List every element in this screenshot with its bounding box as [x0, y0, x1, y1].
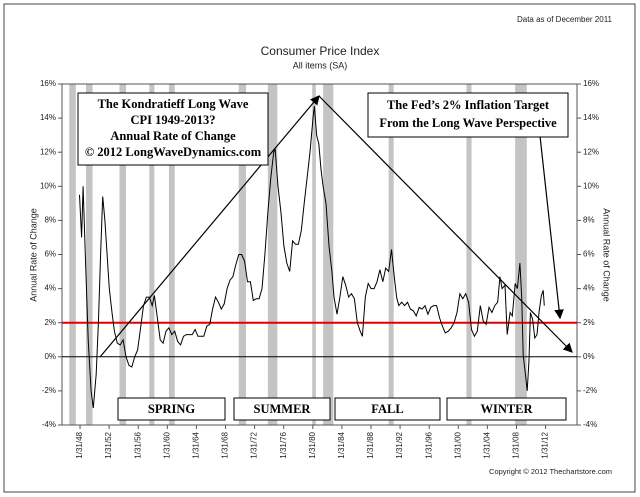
x-tick-label: 1/31/52	[104, 431, 113, 458]
annotation-text: From the Long Wave Perspective	[379, 116, 557, 130]
y-tick-label: -2%	[42, 386, 56, 395]
season-label: SUMMER	[254, 402, 312, 416]
y-tick-label: 6%	[44, 250, 56, 259]
y2-axis-label: Annual Rate of Change	[602, 208, 612, 302]
recession-band	[466, 84, 472, 425]
frame	[3, 3, 636, 493]
x-tick-label: 1/31/64	[192, 431, 201, 458]
y-tick-label: -4%	[42, 420, 56, 429]
y-tick-label: 0%	[44, 352, 56, 361]
y-tick-label: 8%	[44, 216, 56, 225]
y-tick-label: 4%	[44, 284, 56, 293]
x-tick-label: 1/31/56	[133, 431, 142, 458]
recession-band	[323, 84, 334, 425]
y2-tick-label: 10%	[583, 181, 599, 190]
chart-subtitle: All items (SA)	[293, 60, 348, 70]
trend-arrow	[99, 95, 320, 358]
annotation-box	[367, 92, 569, 138]
recession-band	[515, 84, 527, 425]
annotation-text: Annual Rate of Change	[110, 129, 236, 143]
annotation-text: The Kondratieff Long Wave	[98, 97, 249, 111]
recession-band	[312, 84, 316, 425]
recession-band	[69, 84, 76, 425]
x-tick-label: 1/31/08	[512, 431, 521, 458]
recession-band	[86, 84, 93, 425]
y2-tick-label: -2%	[583, 386, 597, 395]
annotation-box	[77, 92, 269, 166]
recession-band	[238, 84, 247, 425]
annotation-text: CPI 1949-2013?	[130, 113, 215, 127]
chart-title: Consumer Price Index	[261, 44, 380, 58]
x-tick-label: 1/31/88	[366, 431, 375, 458]
y2-tick-label: 8%	[583, 216, 595, 225]
data-note: Data as of December 2011	[517, 15, 613, 24]
x-tick-label: 1/31/60	[162, 431, 171, 458]
y2-tick-label: 12%	[583, 147, 599, 156]
x-tick-label: 1/31/76	[279, 431, 288, 458]
callout-arrow	[539, 135, 564, 320]
y2-tick-label: 6%	[583, 250, 595, 259]
x-tick-label: 1/31/96	[424, 431, 433, 458]
x-tick-label: 1/31/92	[395, 431, 404, 458]
season-box	[334, 397, 441, 421]
season-box	[117, 397, 226, 421]
season-label: FALL	[371, 402, 403, 416]
x-tick-label: 1/31/12	[541, 431, 550, 458]
cpi-line	[79, 106, 545, 408]
copyright: Copyright © 2012 Thechartstore.com	[489, 467, 612, 476]
x-tick-label: 1/31/00	[453, 431, 462, 458]
y2-tick-label: 2%	[583, 318, 595, 327]
x-tick-label: 1/31/80	[308, 431, 317, 458]
y-tick-label: 10%	[40, 181, 56, 190]
y-tick-label: 2%	[44, 318, 56, 327]
season-box	[233, 397, 331, 421]
y-tick-label: 12%	[40, 147, 56, 156]
y-axis-label: Annual Rate of Change	[28, 208, 38, 302]
annotation-text: © 2012 LongWaveDynamics.com	[85, 145, 262, 159]
y2-tick-label: 14%	[583, 113, 599, 122]
x-tick-label: 1/31/72	[250, 431, 259, 458]
y2-tick-label: 0%	[583, 352, 595, 361]
annotation-text: The Fed’s 2% Inflation Target	[387, 98, 550, 112]
x-tick-label: 1/31/48	[75, 431, 84, 458]
y2-tick-label: 4%	[583, 284, 595, 293]
x-tick-label: 1/31/68	[221, 431, 230, 458]
season-label: SPRING	[148, 402, 196, 416]
y-tick-label: 14%	[40, 113, 56, 122]
x-tick-label: 1/31/04	[482, 431, 491, 458]
x-tick-label: 1/31/84	[337, 431, 346, 458]
recession-band	[119, 84, 127, 425]
recession-band	[168, 84, 175, 425]
y2-tick-label: -4%	[583, 420, 597, 429]
season-label: WINTER	[480, 402, 533, 416]
recession-band	[267, 84, 278, 425]
y-tick-label: 16%	[40, 79, 56, 88]
season-box	[446, 397, 567, 421]
y2-tick-label: 16%	[583, 79, 599, 88]
recession-band	[149, 84, 155, 425]
trend-arrow	[318, 95, 573, 353]
